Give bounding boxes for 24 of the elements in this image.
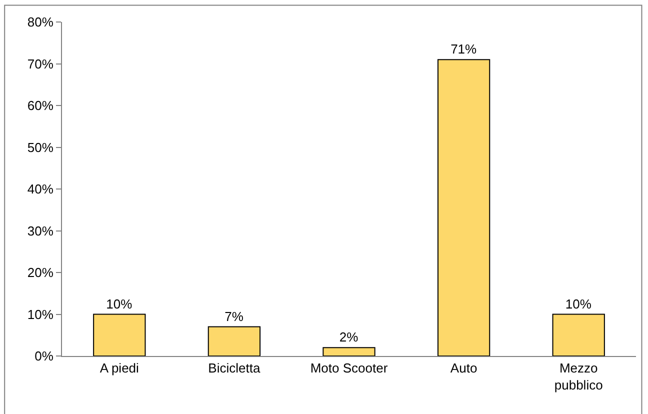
x-tick-label: Moto Scooter (310, 360, 388, 376)
data-label: 2% (339, 330, 359, 345)
y-tick-label: 10% (27, 306, 54, 322)
x-tick-label: Bicicletta (208, 360, 261, 376)
y-tick-label: 80% (27, 14, 54, 30)
y-tick-label: 0% (34, 348, 54, 364)
data-label: 10% (565, 296, 592, 312)
x-tick-label: Mezzo pubblico (554, 360, 603, 392)
bar (93, 314, 146, 356)
data-label: 10% (106, 296, 133, 312)
y-tick-label: 60% (27, 98, 54, 114)
x-tick-label: Auto (450, 360, 478, 376)
x-tick-label: A piedi (100, 360, 140, 376)
data-label: 7% (224, 308, 244, 324)
data-label: 71% (450, 42, 478, 57)
y-tick-label: 30% (27, 223, 54, 238)
y-tick-label: 40% (27, 182, 54, 197)
bar (322, 347, 376, 356)
y-tick-label: 70% (27, 56, 54, 72)
bar (208, 326, 261, 356)
bar (552, 314, 605, 356)
bar (437, 59, 490, 356)
y-tick-label: 50% (27, 140, 54, 155)
y-tick-label: 20% (27, 265, 54, 280)
